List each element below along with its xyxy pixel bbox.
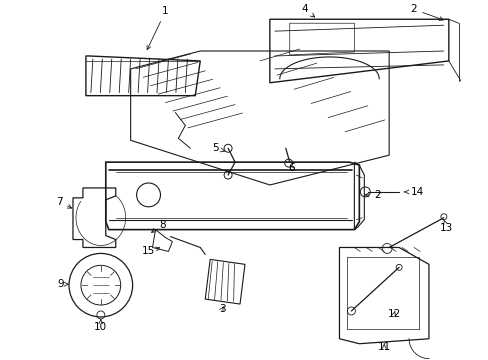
Text: 5: 5: [211, 143, 224, 153]
Text: 3: 3: [218, 304, 225, 314]
Text: 14: 14: [404, 187, 423, 197]
Text: 7: 7: [56, 197, 72, 208]
Text: 12: 12: [386, 309, 400, 319]
Text: 6: 6: [288, 163, 294, 173]
Text: 1: 1: [147, 6, 168, 50]
Text: 9: 9: [58, 279, 68, 289]
Text: 2: 2: [365, 190, 380, 200]
Text: 2: 2: [410, 4, 443, 21]
Text: 4: 4: [301, 4, 314, 17]
Text: 11: 11: [377, 342, 390, 352]
Text: 15: 15: [142, 247, 159, 256]
Text: 8: 8: [151, 220, 165, 233]
Text: 13: 13: [439, 220, 452, 233]
Text: 10: 10: [94, 319, 107, 332]
